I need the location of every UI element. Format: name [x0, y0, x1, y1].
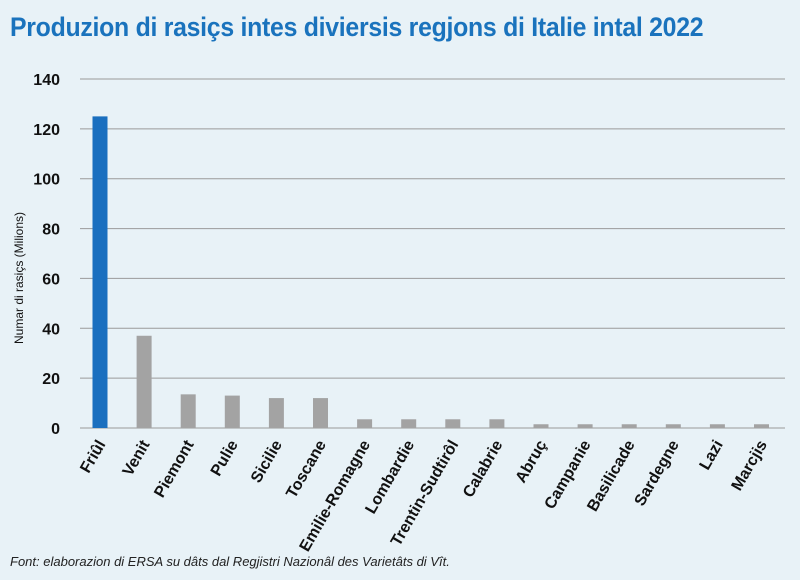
y-axis-ticks: 0 20 40 60 80 100 120 140	[33, 72, 60, 438]
bar	[268, 398, 284, 428]
bar	[489, 419, 505, 428]
bar	[709, 424, 725, 428]
bar	[224, 395, 240, 428]
bar	[577, 424, 593, 428]
x-tick-label: Calabrie	[460, 437, 506, 500]
x-tick-label: Sicilie	[248, 437, 286, 486]
x-tick-label: Sardegne	[632, 437, 683, 509]
y-tick-label: 120	[33, 122, 60, 139]
x-tick-label: Pulie	[208, 437, 242, 479]
bar	[136, 335, 152, 428]
bar	[313, 398, 328, 428]
x-tick-label: Abruç	[513, 437, 551, 486]
bar	[445, 419, 461, 428]
y-tick-label: 40	[42, 321, 60, 338]
bar	[401, 419, 417, 428]
bar	[665, 424, 681, 428]
x-tick-label: Marcjis	[729, 437, 771, 493]
chart-title: Produzion di rasiçs intes diviersis regj…	[10, 12, 704, 42]
y-tick-label: 0	[51, 421, 60, 438]
gridlines	[80, 78, 785, 429]
bars	[92, 116, 769, 429]
y-tick-label: 20	[42, 371, 60, 388]
x-tick-label: Friûl	[77, 438, 109, 477]
y-tick-label: 60	[42, 271, 60, 288]
x-tick-label: Lazi	[697, 438, 727, 473]
bar	[754, 424, 769, 428]
bar	[180, 394, 196, 428]
x-tick-label: Toscane	[283, 437, 330, 501]
bar	[533, 424, 549, 428]
y-tick-label: 100	[33, 172, 60, 189]
y-tick-label: 80	[42, 222, 60, 239]
bar	[621, 424, 637, 428]
x-tick-label: Piemont	[151, 437, 198, 501]
x-tick-label: Venit	[120, 437, 154, 479]
source-note: Font: elaborazion di ERSA su dâts dal Re…	[10, 554, 450, 569]
y-tick-label: 140	[33, 72, 60, 89]
y-axis-label: Numar di rasiçs (Milions)	[12, 212, 26, 344]
bar	[357, 419, 373, 428]
bar	[92, 116, 108, 429]
